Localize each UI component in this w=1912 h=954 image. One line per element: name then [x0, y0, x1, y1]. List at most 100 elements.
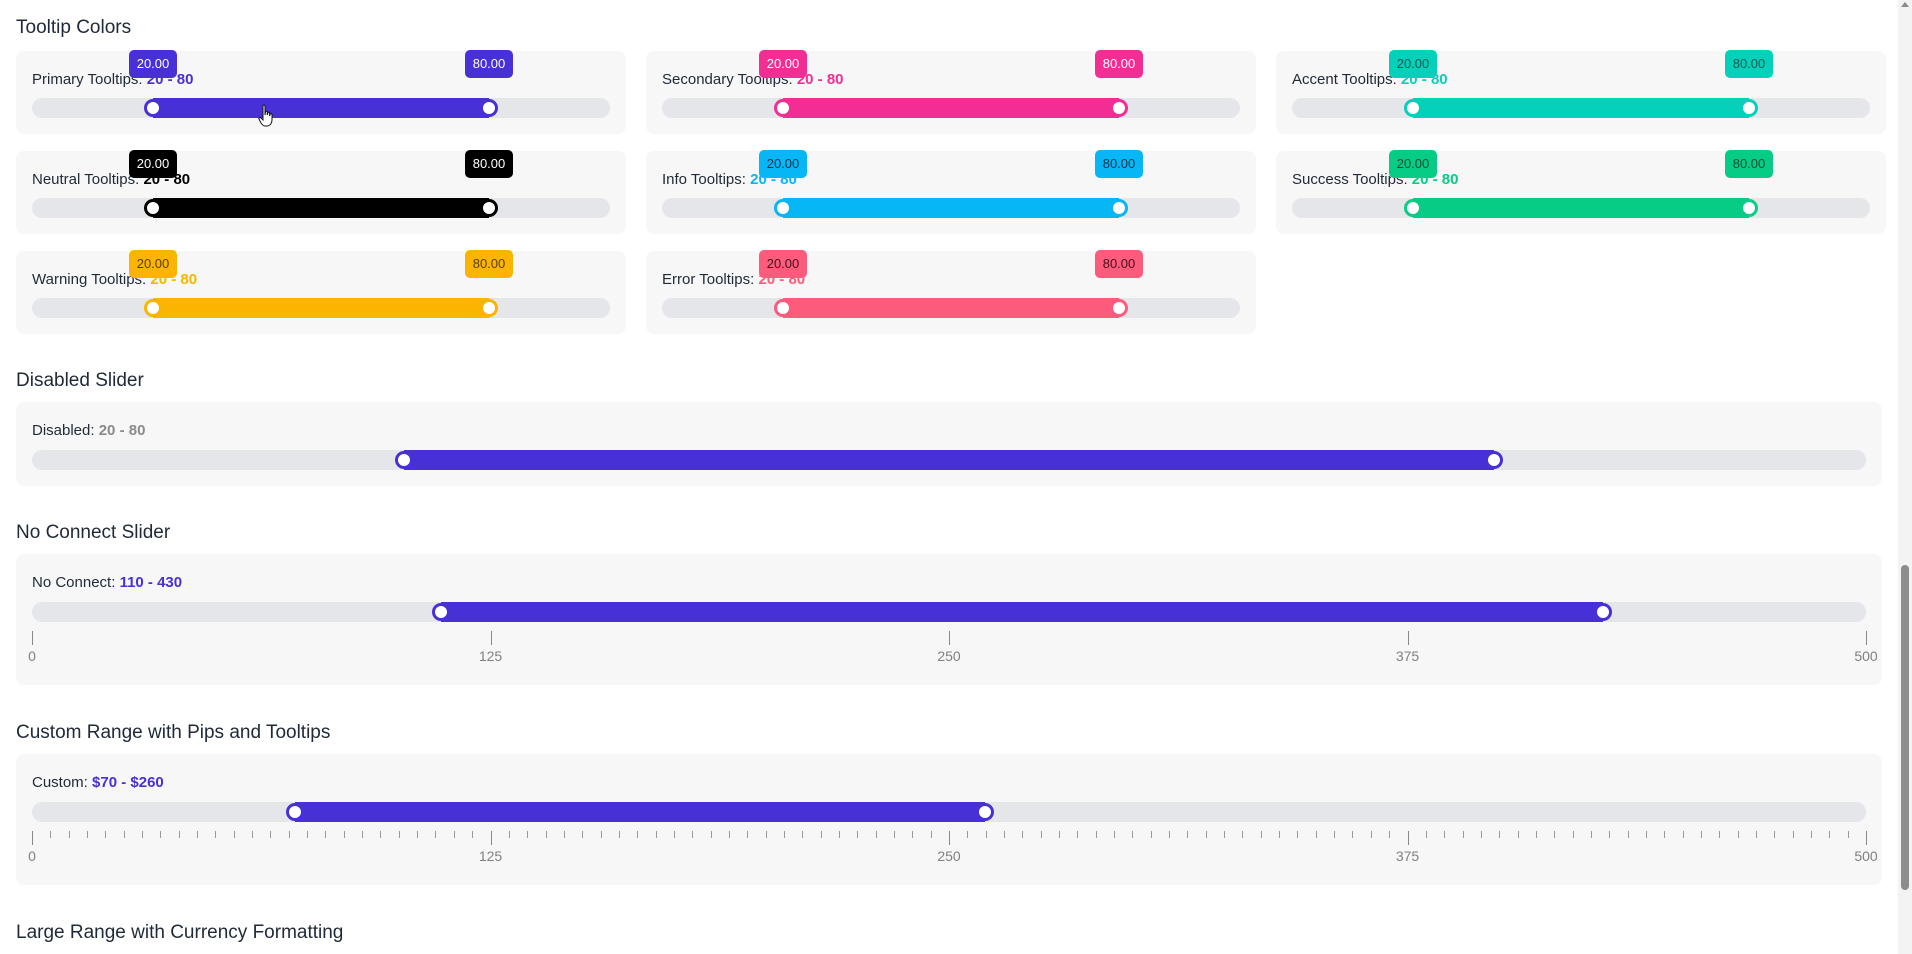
- slider-connect-fill: [153, 98, 489, 118]
- pip-label: 375: [1395, 648, 1420, 664]
- primary-tooltips-track[interactable]: 20.00 80.00: [32, 50, 610, 118]
- accent-tooltips-card: Accent Tooltips: 20 - 80 20.00 80.00: [1276, 50, 1886, 134]
- disabled-slider-label-text: Disabled:: [32, 422, 95, 439]
- neutral-tooltips-label-text: Neutral Tooltips:: [32, 171, 140, 188]
- no-connect-slider-value: 110 - 430: [119, 574, 183, 591]
- pip-minor-tick: [600, 831, 602, 838]
- neutral-tooltips-track[interactable]: 20.00 80.00: [32, 150, 610, 218]
- accent-tooltips-track[interactable]: 20.00 80.00: [1292, 50, 1870, 118]
- no-connect-slider-label-text: No Connect:: [32, 574, 116, 591]
- error-tooltips-track[interactable]: 20.00 80.00: [662, 250, 1240, 318]
- custom-pips: 0 125 250 375 500: [28, 831, 1878, 871]
- slider-handle-low[interactable]: [1404, 199, 1422, 217]
- slider-handle-low[interactable]: [1404, 99, 1422, 117]
- slider-tooltip-low: 20.00: [129, 250, 177, 278]
- primary-tooltips-label-text: Primary Tooltips:: [32, 71, 143, 88]
- pip-minor-tick: [233, 831, 235, 838]
- slider-handle-low[interactable]: [144, 199, 162, 217]
- pip-minor-tick: [472, 831, 474, 838]
- pip-minor-tick: [50, 831, 52, 838]
- slider-handle-high[interactable]: [1740, 199, 1758, 217]
- pip-minor-tick: [197, 831, 199, 838]
- pip-major-tick: [1407, 831, 1409, 845]
- section-title-disabled: Disabled Slider: [16, 370, 144, 391]
- slider-tooltip-high: 80.00: [1095, 250, 1143, 278]
- pip-minor-tick: [618, 831, 620, 838]
- pip-minor-tick: [453, 831, 455, 838]
- pip-minor-tick: [1059, 831, 1061, 838]
- pip-major-tick: [1407, 631, 1409, 645]
- slider-handle-high[interactable]: [976, 803, 995, 821]
- pip-minor-tick: [1645, 831, 1647, 838]
- pip-minor-tick: [1480, 831, 1482, 838]
- slider-handle-high[interactable]: [1593, 603, 1612, 621]
- pip-minor-tick: [68, 831, 70, 838]
- slider-connect-fill: [1413, 198, 1749, 218]
- pip-minor-tick: [362, 831, 364, 838]
- slider-handle-low[interactable]: [774, 99, 792, 117]
- no-connect-pips: 0 125 250 375 500: [28, 631, 1878, 671]
- secondary-tooltips-card: Secondary Tooltips: 20 - 80 20.00 80.00: [646, 50, 1256, 134]
- pip-major-tick: [1866, 831, 1867, 845]
- pip-minor-tick: [765, 831, 767, 838]
- slider-handle-high[interactable]: [1740, 99, 1758, 117]
- pip-minor-tick: [710, 831, 712, 838]
- pip-minor-tick: [1444, 831, 1446, 838]
- slider-handle-high[interactable]: [1110, 199, 1128, 217]
- slider-handle-low[interactable]: [431, 603, 450, 621]
- slider-connect-fill: [783, 298, 1119, 318]
- pip-minor-tick: [1425, 831, 1427, 838]
- neutral-tooltips-card: Neutral Tooltips: 20 - 80 20.00 80.00: [16, 150, 626, 234]
- slider-handle-low[interactable]: [144, 99, 162, 117]
- pip-minor-tick: [325, 831, 327, 838]
- secondary-tooltips-track[interactable]: 20.00 80.00: [662, 50, 1240, 118]
- slider-handle-high[interactable]: [1110, 99, 1128, 117]
- scrollbar-thumb[interactable]: [1901, 565, 1909, 890]
- pip-minor-tick: [1022, 831, 1024, 838]
- no-connect-slider-track[interactable]: [32, 602, 1866, 622]
- primary-tooltips-card: Primary Tooltips: 20 - 80 20.00 80.00: [16, 50, 626, 134]
- pip-label: 0: [28, 648, 36, 664]
- slider-handle-high[interactable]: [480, 99, 498, 117]
- pip-minor-tick: [1352, 831, 1354, 838]
- pip-major-tick: [949, 831, 950, 845]
- pip-minor-tick: [1169, 831, 1171, 838]
- slider-handle-high[interactable]: [480, 199, 498, 217]
- pip-major-tick: [32, 631, 33, 645]
- section-title-large: Large Range with Currency Formatting: [16, 922, 344, 943]
- pip-major-tick: [1866, 631, 1867, 645]
- success-tooltips-track[interactable]: 20.00 80.00: [1292, 150, 1870, 218]
- slider-handle-low[interactable]: [774, 299, 792, 317]
- error-tooltips-label-text: Error Tooltips:: [662, 271, 755, 288]
- slider-handle-high[interactable]: [480, 299, 498, 317]
- pip-minor-tick: [1517, 831, 1519, 838]
- custom-slider-track[interactable]: [32, 802, 1866, 822]
- slider-tooltip-high: 80.00: [1095, 150, 1143, 178]
- pip-minor-tick: [270, 831, 272, 838]
- error-tooltips-card: Error Tooltips: 20 - 80 20.00 80.00: [646, 250, 1256, 334]
- slider-handle-low[interactable]: [286, 803, 305, 821]
- warning-tooltips-track[interactable]: 20.00 80.00: [32, 250, 610, 318]
- pip-minor-tick: [783, 831, 785, 838]
- pip-minor-tick: [105, 831, 107, 838]
- pip-minor-tick: [160, 831, 162, 838]
- slider-tooltip-high: 80.00: [465, 250, 513, 278]
- slider-handle-high[interactable]: [1110, 299, 1128, 317]
- pip-minor-tick: [215, 831, 217, 838]
- scroll-up-arrow-icon[interactable]: [1901, 2, 1909, 7]
- accent-tooltips-label-text: Accent Tooltips:: [1292, 71, 1397, 88]
- hand-cursor-icon: [258, 104, 273, 127]
- pip-minor-tick: [1077, 831, 1079, 838]
- pip-minor-tick: [1572, 831, 1574, 838]
- no-connect-slider-card: No Connect: 110 - 430 0 125 250 375 500: [16, 554, 1882, 685]
- pip-minor-tick: [1664, 831, 1666, 838]
- pip-minor-tick: [1737, 831, 1739, 838]
- page-scrollbar[interactable]: [1898, 0, 1912, 954]
- slider-connect-fill: [783, 198, 1119, 218]
- pip-minor-tick: [380, 831, 382, 838]
- info-tooltips-track[interactable]: 20.00 80.00: [662, 150, 1240, 218]
- pip-minor-tick: [307, 831, 309, 838]
- success-tooltips-card: Success Tooltips: 20 - 80 20.00 80.00: [1276, 150, 1886, 234]
- slider-handle-low[interactable]: [144, 299, 162, 317]
- slider-handle-low[interactable]: [774, 199, 792, 217]
